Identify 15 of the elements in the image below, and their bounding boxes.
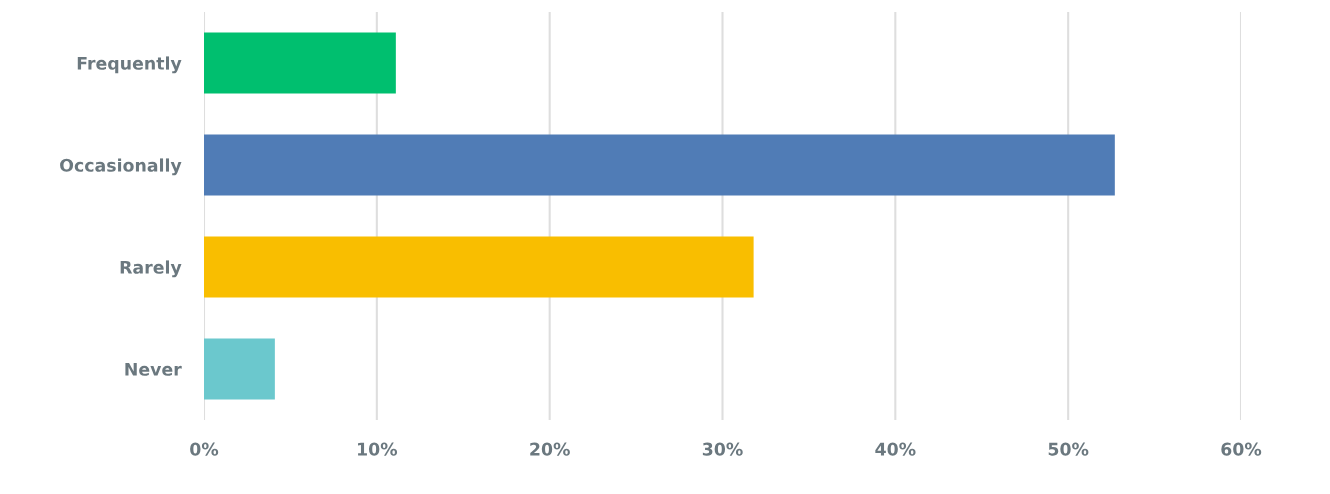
y-tick-label: Frequently (77, 56, 182, 74)
bar (204, 338, 275, 400)
x-tick-label: 0% (190, 442, 219, 456)
x-tick-label: 60% (1221, 442, 1262, 456)
y-tick-label: Rarely (120, 260, 182, 278)
x-tick-label: 30% (702, 442, 743, 456)
bar (204, 134, 1115, 196)
x-tick-label: 20% (530, 442, 570, 456)
y-tick-label: Never (125, 362, 182, 376)
x-tick-label: 50% (1048, 442, 1089, 456)
bar (204, 236, 754, 298)
bar (204, 32, 396, 94)
x-tick-label: 40% (875, 442, 916, 456)
x-tick-label: 10% (358, 442, 398, 456)
y-tick-label: Occasionally (60, 158, 182, 176)
